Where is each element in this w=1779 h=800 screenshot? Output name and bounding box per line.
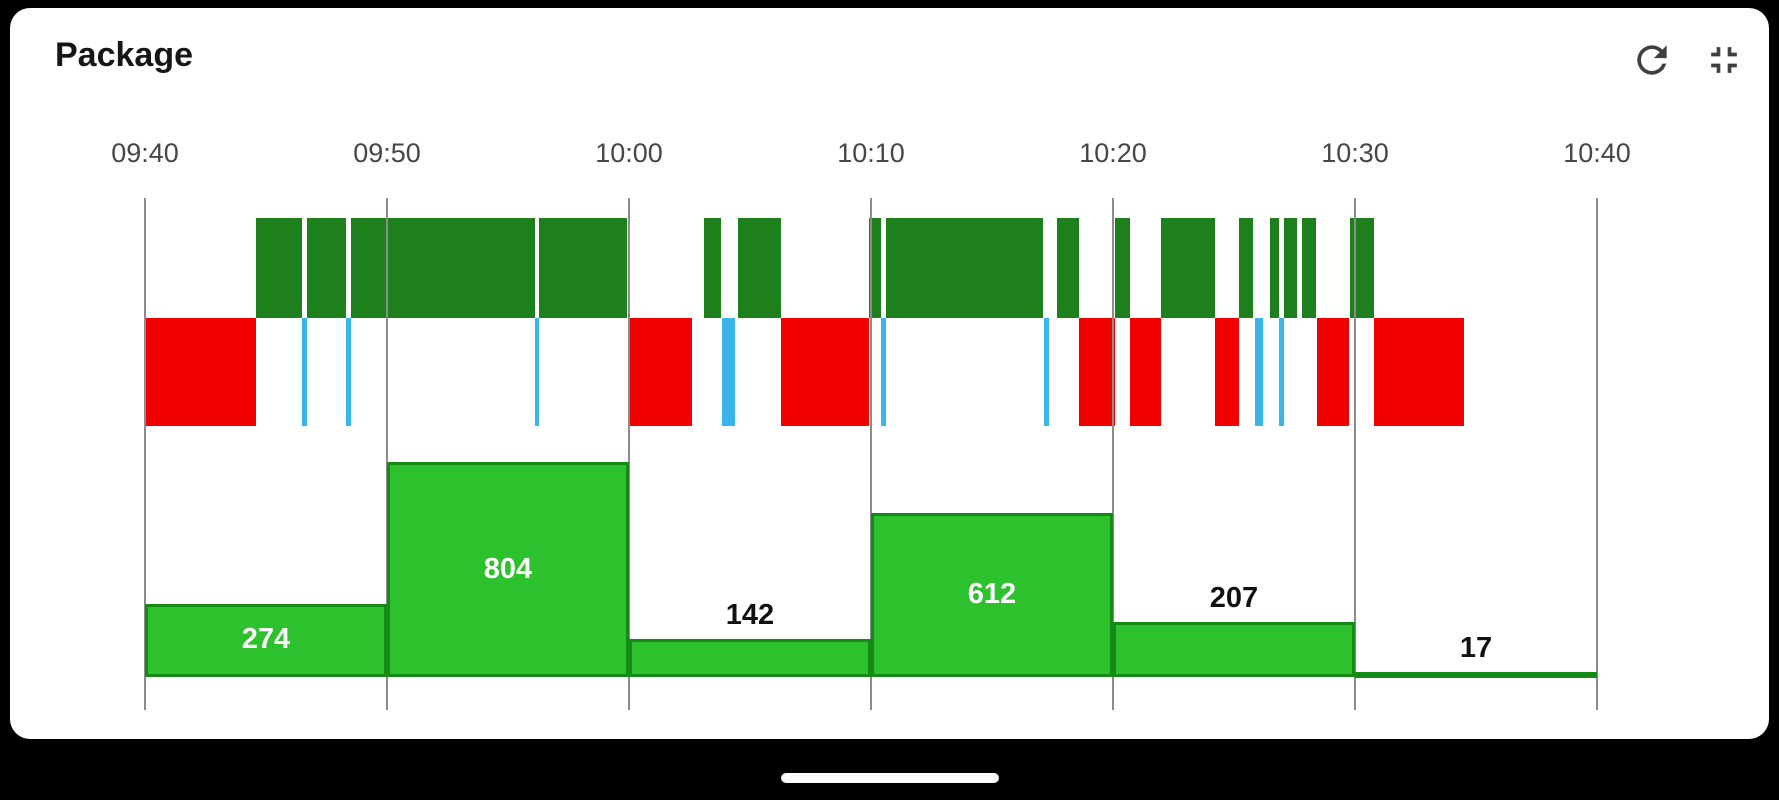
throughput-bar [1113, 621, 1355, 677]
throughput-bar [387, 462, 629, 677]
timeline-segment-running [1270, 218, 1279, 318]
package-chart: 09:40 09:50 10:00 10:10 10:20 10:30 10:40 274 80… [10, 8, 1769, 739]
timeline-segment-stopped [781, 318, 869, 426]
bar-value-label: 804 [483, 552, 533, 585]
x-gridline [1354, 198, 1356, 710]
x-gridline [1596, 198, 1598, 710]
panel-title: Package [55, 36, 193, 74]
timeline-segment-changeover [1044, 318, 1049, 426]
x-axis-tick-label: 10:00 [595, 138, 663, 168]
timeline-segment-stopped [145, 318, 257, 426]
bar-value-label: 612 [967, 578, 1017, 611]
timeline-segment-running [350, 218, 535, 318]
bar-value-label: 207 [1209, 581, 1259, 614]
timeline-segment-running [539, 218, 627, 318]
x-gridline [628, 198, 630, 710]
timeline-segment-running [1161, 218, 1215, 318]
timeline-segment-changeover [722, 318, 736, 426]
exit-fullscreen-button[interactable] [1702, 38, 1746, 82]
timeline-segment-running [307, 218, 346, 318]
timeline-segment-running [704, 218, 721, 318]
timeline-segment-stopped [1214, 318, 1239, 426]
timeline-segment-running [1301, 218, 1317, 318]
timeline-segment-stopped [1374, 318, 1464, 426]
timeline-segment-running [256, 218, 303, 318]
bar-value-label: 142 [725, 599, 775, 632]
bar-value-label: 17 [1459, 632, 1493, 664]
x-gridline [144, 198, 146, 710]
throughput-bar [629, 639, 871, 677]
timeline-segment-changeover [880, 318, 886, 426]
x-gridline [870, 198, 872, 710]
timeline-segment-running [885, 218, 1043, 318]
x-axis-tick-label: 10:40 [1563, 138, 1631, 168]
x-axis-tick-label: 09:40 [111, 138, 179, 168]
timeline-segment-changeover [302, 318, 308, 426]
timeline-segment-stopped [1129, 318, 1162, 426]
bar-value-label: 274 [241, 623, 291, 656]
timeline-segment-running [1283, 218, 1297, 318]
timeline-segment-running [1057, 218, 1080, 318]
x-gridline [1112, 198, 1114, 710]
timeline-segment-running [1115, 218, 1130, 318]
timeline-segment-changeover [534, 318, 540, 426]
package-panel: Package 09:40 09:50 10:00 10:10 10:20 10:30 10… [10, 8, 1769, 739]
collapse-icon [1711, 47, 1737, 73]
timeline-segment-running [737, 218, 782, 318]
x-gridline [386, 198, 388, 710]
throughput-bar [1355, 672, 1597, 678]
timeline-segment-stopped [1317, 318, 1349, 426]
timeline-segment-stopped [629, 318, 692, 426]
x-axis-tick-label: 10:10 [837, 138, 905, 168]
x-axis-tick-label: 10:20 [1079, 138, 1147, 168]
home-indicator[interactable] [780, 773, 999, 783]
timeline-segment-changeover [1254, 318, 1264, 426]
x-axis-tick-label: 09:50 [353, 138, 421, 168]
timeline-segment-stopped [1079, 318, 1116, 426]
timeline-segment-changeover [1278, 318, 1284, 426]
throughput-bar [145, 603, 387, 677]
timeline-segment-running [1238, 218, 1254, 318]
throughput-bar [871, 513, 1113, 677]
timeline-segment-changeover [345, 318, 351, 426]
x-axis-tick-label: 10:30 [1321, 138, 1389, 168]
